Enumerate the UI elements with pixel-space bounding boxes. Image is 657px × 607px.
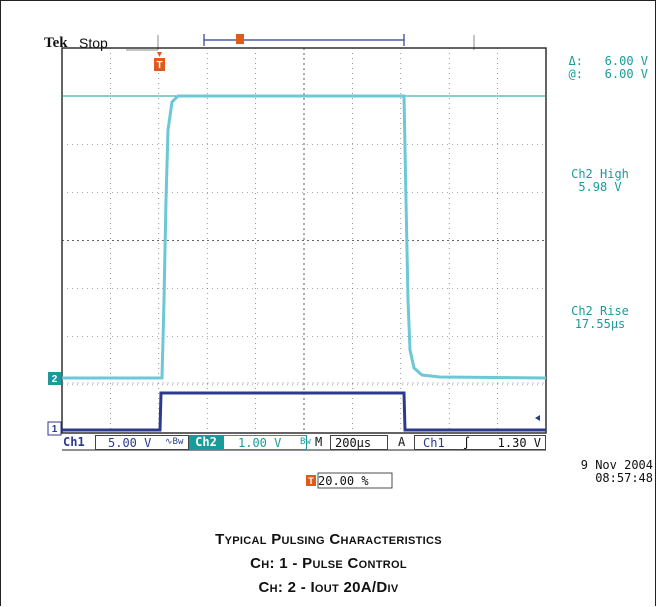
ch1-label[interactable]: Ch1 [63, 435, 85, 449]
svg-text:1: 1 [52, 424, 58, 435]
ch2-scale[interactable]: 1.00 V [223, 435, 307, 450]
cursor-readout: Δ: 6.00 V @: 6.00 V [548, 54, 649, 81]
trigger-mode[interactable]: A [398, 435, 406, 449]
svg-text:2: 2 [52, 374, 58, 385]
at-value: 6.00 V [604, 67, 648, 81]
trigger-position-readout[interactable]: 20.00 % [318, 474, 369, 488]
timebase-label: M [315, 435, 323, 449]
brand-logo: Tek [44, 35, 68, 51]
timebase-value[interactable]: 200μs [330, 435, 388, 450]
delta-label: Δ: [568, 54, 583, 68]
caption-ch1: Ch: 1 - Pulse Control [250, 555, 407, 572]
svg-text:T: T [156, 60, 162, 71]
date: 9 Nov 2004 [580, 458, 653, 472]
measurement-label: Ch2 High [571, 167, 629, 181]
acquisition-status: Stop [79, 35, 108, 51]
measurement-ch2-rise: Ch2 Rise 17.55μs [550, 305, 650, 331]
trigger-pos-icon [306, 475, 316, 486]
ch2-label[interactable]: Ch2 [189, 435, 223, 450]
at-label: @: [568, 67, 583, 81]
measurement-value: 17.55μs [574, 317, 626, 331]
ch1-trace [62, 391, 546, 432]
measurement-ch2-high: Ch2 High 5.98 V [550, 168, 650, 194]
ch1-scale[interactable]: 5.00 V [95, 435, 189, 450]
trigger-slope-icon: ∫ [463, 436, 471, 450]
trigger-settings[interactable]: Ch1 ∫ 1.30 V [414, 435, 546, 450]
ch2-coupling-icon: Bw [300, 437, 311, 447]
timestamp: 9 Nov 2004 08:57:48 [553, 459, 653, 485]
caption-title: Typical Pulsing Characteristics [215, 531, 442, 548]
trigger-position-icon [236, 34, 244, 44]
svg-text:T: T [308, 476, 314, 486]
measurement-value: 5.98 V [578, 180, 622, 194]
ch2-ground-marker-icon: 2 [48, 372, 61, 385]
trigger-level-arrow-icon [535, 415, 540, 421]
trigger-marker-icon: T [154, 52, 165, 71]
delta-value: 6.00 V [604, 54, 648, 68]
time: 08:57:48 [595, 471, 653, 485]
measurement-label: Ch2 Rise [571, 304, 629, 318]
caption-ch2: Ch: 2 - Iout 20A/Div [258, 579, 399, 596]
ch1-coupling-icon: ∿Bw [165, 437, 184, 447]
trigger-level: 1.30 V [497, 436, 541, 450]
ch2-trace [62, 94, 547, 380]
ch1-ground-marker-icon: 1 [47, 421, 62, 436]
trigger-source: Ch1 [423, 436, 445, 450]
